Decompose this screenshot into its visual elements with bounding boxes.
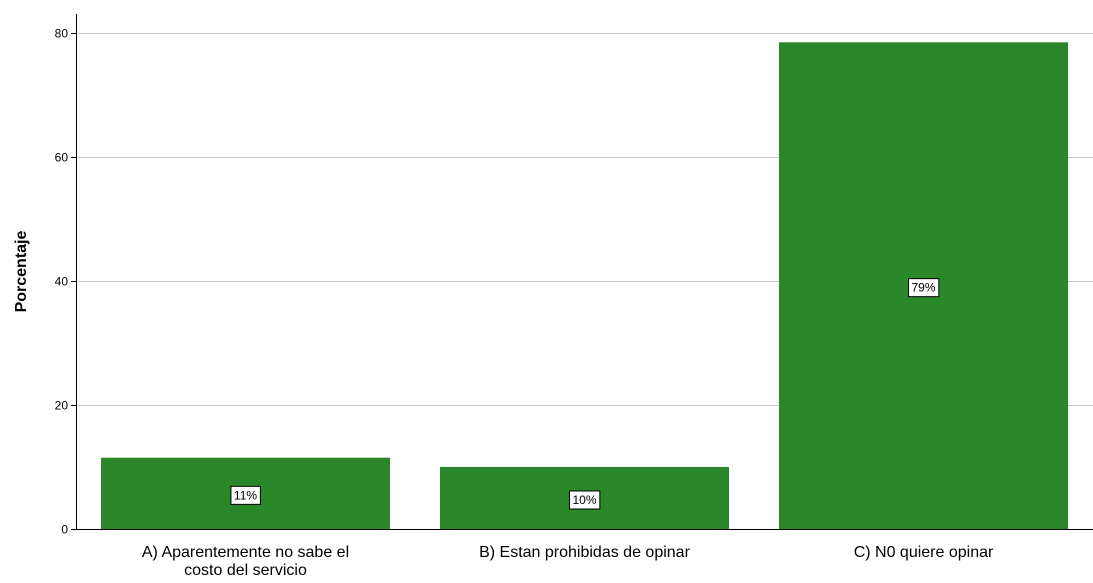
x-category-label: C) N0 quiere opinar	[854, 544, 994, 561]
axes	[71, 14, 1093, 530]
data-label-text: 79%	[911, 281, 935, 295]
y-tick-label: 20	[55, 399, 69, 413]
data-label-text: 10%	[572, 493, 596, 507]
data-label: 10%	[568, 490, 601, 510]
data-label: 11%	[230, 485, 261, 505]
data-label-box	[568, 490, 601, 510]
data-labels: 11% 10% 79%	[230, 278, 940, 510]
x-category-label: A) Aparentemente no sabe el costo del ser…	[142, 544, 349, 579]
y-tick-labels: 0 20 40 60 80	[55, 27, 69, 537]
data-label-text: 11%	[234, 488, 257, 502]
y-tick-label: 60	[55, 151, 69, 165]
y-tick-label: 0	[61, 523, 68, 537]
data-label: 79%	[907, 278, 940, 298]
x-category-labels: A) Aparentemente no sabe el costo del ser…	[142, 544, 994, 579]
x-category-label: B) Estan prohibidas de opinar	[479, 544, 690, 561]
y-axis-label: Porcentaje	[13, 230, 30, 312]
y-tick-label: 80	[55, 27, 69, 41]
data-label-box	[230, 485, 261, 505]
data-label-box	[907, 278, 940, 298]
y-tick-label: 40	[55, 275, 69, 289]
